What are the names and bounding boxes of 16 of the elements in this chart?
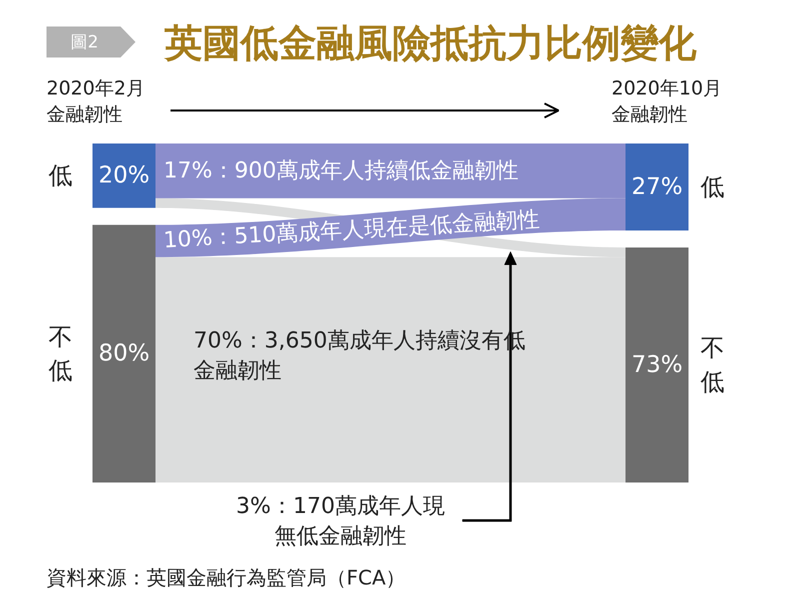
series-label: 2020年2月金融韌性 [46,77,145,126]
text: 英國低金融風險抵抗力比例變化 [164,20,698,65]
data-label: 10%：510萬成年人現在是低金融韌性 [162,207,540,254]
data-label: 3%：170萬成年人現無低金融韌性 [236,494,445,549]
category-label: 低 [48,162,72,190]
data-label: 80% [98,340,150,367]
data-label: 20% [98,162,150,189]
source-note: 資料來源：英國金融行為監管局（FCA） [46,566,406,590]
category-label: 不低 [700,334,724,396]
data-label: 27% [631,174,683,200]
caption: 圖2 [70,32,98,52]
series-label: 2020年10月金融韌性 [612,77,722,126]
data-label: 73% [631,352,683,378]
data-label: 17%：900萬成年人持續低金融韌性 [164,158,518,184]
category-label: 低 [700,172,724,201]
category-label: 不低 [48,322,72,384]
